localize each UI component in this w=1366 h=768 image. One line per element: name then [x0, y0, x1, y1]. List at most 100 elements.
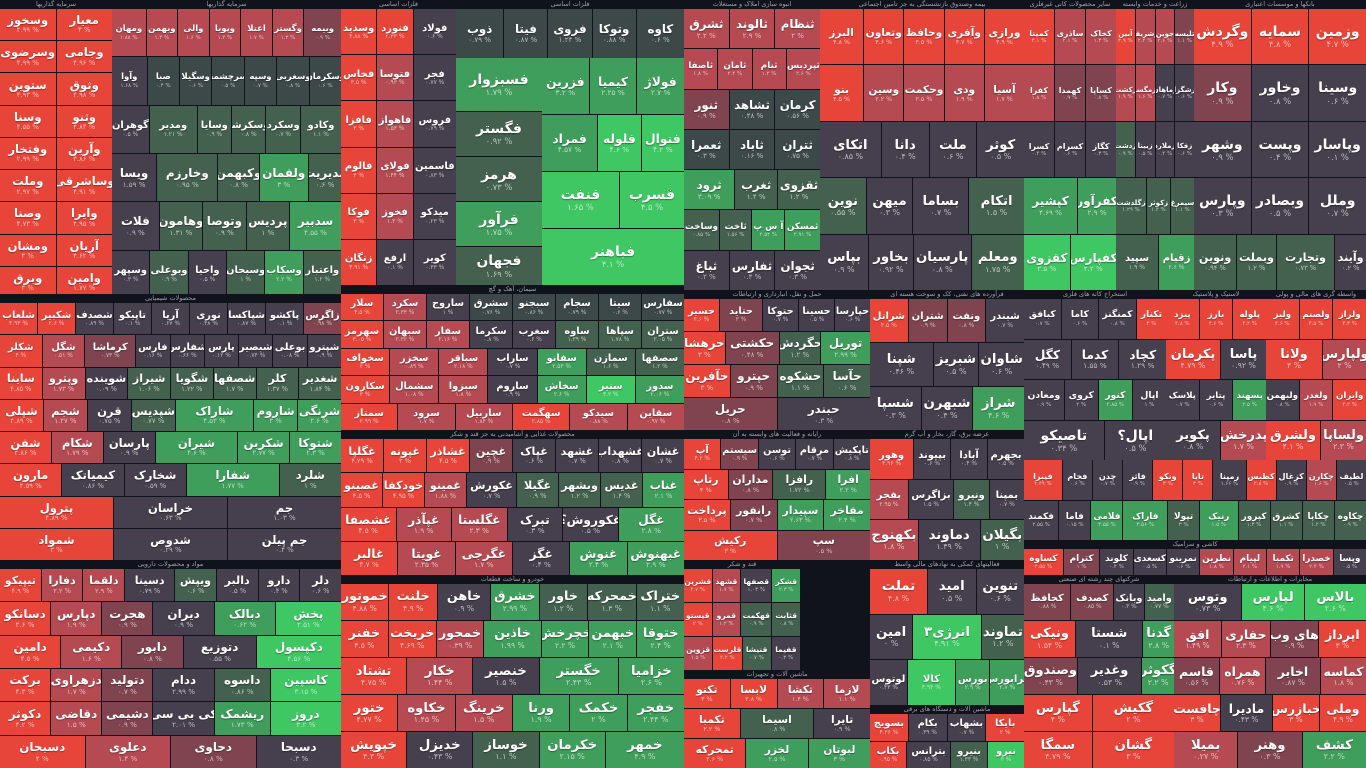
stock-tile[interactable]: غشصفا ۴.۵ %: [341, 507, 396, 541]
stock-tile[interactable]: بمیلا ۰.۲۷ %: [1174, 732, 1238, 768]
stock-tile[interactable]: دسانکو ۴.۶ %: [0, 602, 51, 635]
stock-tile[interactable]: مفاخر ۲.۴ %: [824, 500, 870, 530]
stock-tile[interactable]: قصفها ۱.۰۳ %: [741, 569, 772, 602]
stock-tile[interactable]: فخاس ۳.۵ %: [341, 55, 377, 101]
stock-tile[interactable]: غنوش ۲.۴ %: [570, 541, 627, 575]
stock-tile[interactable]: فاثر ۰.۹ %: [1123, 460, 1153, 500]
stock-tile[interactable]: نطرین ۱.۸ %: [1200, 549, 1233, 575]
stock-tile[interactable]: فلامی ۳.۵۵ %: [1091, 500, 1123, 540]
stock-tile[interactable]: شسپا ۰.۳ %: [870, 387, 921, 430]
stock-tile[interactable]: حشکوه ۱.۱ %: [777, 365, 824, 397]
stock-tile[interactable]: شکربن ۲.۷۷ %: [238, 432, 290, 464]
stock-tile[interactable]: قمرو ۱.۲ %: [712, 603, 741, 636]
stock-tile[interactable]: وسنا ۴.۵۵ %: [0, 105, 56, 137]
stock-tile[interactable]: زبینا ۰.۵ %: [1135, 121, 1155, 178]
stock-tile[interactable]: بوعلی ۰.۰۸ %: [273, 335, 307, 367]
stock-tile[interactable]: مدیریت۰.۶ %: [308, 153, 341, 202]
stock-tile[interactable]: کحافظ ۰.۸۸ %: [1024, 584, 1071, 620]
stock-tile[interactable]: سمگا ۴.۷۹ %: [1024, 732, 1092, 768]
stock-tile[interactable]: والی ۱.۶ %: [178, 9, 209, 57]
stock-tile[interactable]: وآوا ۱.۶۸ %: [112, 57, 147, 105]
stock-tile[interactable]: ولپارس ۲ %: [1322, 339, 1366, 379]
stock-tile[interactable]: کمینا ۳.۱ %: [1024, 9, 1054, 65]
stock-tile[interactable]: انرژی۳ ۴.۹۱ %: [913, 614, 981, 660]
stock-tile[interactable]: بارز ۴.۶ %: [1199, 299, 1233, 339]
stock-tile[interactable]: ددام ۲.۹۹ %: [153, 668, 214, 702]
stock-tile[interactable]: زگلدشت ۱.۲۹ %: [1116, 178, 1146, 234]
stock-tile[interactable]: سبجنو ۰.۸۶ %: [513, 294, 555, 321]
stock-tile[interactable]: سیتا ۰.۶ %: [599, 294, 641, 321]
stock-tile[interactable]: بشهاب ۰.۷ %: [947, 714, 986, 741]
stock-tile[interactable]: رتاپ ۴ %: [684, 469, 728, 499]
stock-tile[interactable]: دکوثر ۴.۲ %: [0, 702, 51, 735]
stock-tile[interactable]: خاذین ۱.۹۹ %: [484, 621, 541, 657]
stock-tile[interactable]: کچاد ۱.۲۹ %: [1119, 339, 1166, 379]
stock-tile[interactable]: تاپیکو ۰.۱ %: [114, 303, 151, 335]
stock-tile[interactable]: زنگان ۴.۹۱ %: [341, 239, 377, 285]
stock-tile[interactable]: ومعلم ۱.۷۵ %: [971, 234, 1024, 290]
stock-tile[interactable]: رکیش ۳ %: [684, 530, 777, 560]
stock-tile[interactable]: وکادو ۱.۱ %: [300, 105, 341, 153]
stock-tile[interactable]: فسبزوار ۱.۷۹ %: [456, 58, 542, 111]
stock-tile[interactable]: رافزا ۱.۷۲ %: [773, 469, 826, 499]
stock-tile[interactable]: ولبهمن ۰.۸ %: [1266, 380, 1299, 420]
stock-tile[interactable]: لپارس ۴.۶ %: [1242, 584, 1304, 620]
stock-tile[interactable]: هرمز ۰.۷۳ %: [456, 157, 542, 202]
stock-tile[interactable]: خنصیر ۱.۵ %: [473, 658, 539, 694]
stock-tile[interactable]: غمینو ۱.۸۸ %: [424, 473, 466, 507]
stock-tile[interactable]: سشرق ۰.۷۶ %: [470, 294, 512, 321]
stock-tile[interactable]: چدن ۰.۷ %: [1092, 460, 1123, 500]
stock-tile[interactable]: وهامون ۱.۳۱ %: [159, 202, 203, 250]
stock-tile[interactable]: فیبرا ۴.۴۹ %: [1024, 460, 1062, 500]
stock-tile[interactable]: بفجر ۲.۹۵ %: [870, 479, 908, 520]
stock-tile[interactable]: شتوکا ۲.۳ %: [290, 432, 341, 464]
stock-tile[interactable]: کساپا ۰.۸ %: [1086, 65, 1116, 121]
stock-tile[interactable]: تایرا ۰.۹ %: [814, 709, 870, 738]
stock-tile[interactable]: دالبر ۰.۵ %: [216, 569, 258, 602]
stock-tile[interactable]: شفن ۴.۸۶ %: [0, 432, 51, 464]
stock-tile[interactable]: غگیلا ۰.۹ %: [517, 473, 559, 507]
stock-tile[interactable]: پیزد ۴.۸ %: [1166, 299, 1199, 339]
stock-tile[interactable]: سصفها ۱.۲ %: [635, 348, 684, 376]
stock-tile[interactable]: ساروج ۱ %: [427, 294, 469, 321]
stock-tile[interactable]: اپال؟ ۰.۵ %: [1104, 420, 1166, 460]
stock-tile[interactable]: تلیسه ۱.۱ %: [1175, 9, 1194, 65]
stock-tile[interactable]: نوری ۰.۴۸ %: [190, 303, 227, 335]
stock-tile[interactable]: فجام ۰.۶ %: [1062, 460, 1092, 500]
stock-tile[interactable]: دکیمی ۱.۶ %: [61, 635, 122, 668]
stock-tile[interactable]: پخش ۲.۵۱ %: [275, 602, 341, 635]
stock-tile[interactable]: کماسه ۱.۸ %: [1321, 658, 1366, 694]
stock-tile[interactable]: سپید ۱.۹ %: [1116, 234, 1158, 290]
stock-tile[interactable]: دسینا ۰.۷۹ %: [125, 569, 175, 602]
stock-tile[interactable]: ونفت ۰.۸ %: [947, 299, 986, 342]
stock-tile[interactable]: واحیا ۰.۵ %: [188, 250, 226, 298]
stock-tile[interactable]: گکوثر۲.۲ %: [1142, 658, 1174, 694]
stock-tile[interactable]: شخارک ۰.۵۹ %: [124, 464, 186, 496]
stock-tile[interactable]: سفانو ۲.۵۳ %: [537, 348, 586, 376]
stock-tile[interactable]: ومدیر ۱.۲۱ %: [149, 105, 197, 153]
stock-tile[interactable]: وسکرمان۰.۶ %: [309, 57, 341, 105]
stock-tile[interactable]: کاوه ۰.۶ %: [636, 9, 684, 58]
stock-tile[interactable]: وسدید ۴.۸۸ %: [341, 9, 377, 55]
stock-tile[interactable]: قلرست ۲.۲ %: [713, 637, 742, 670]
stock-tile[interactable]: ثنور ۰.۹ %: [684, 89, 729, 129]
stock-tile[interactable]: کوثر ۰.۵ %: [977, 121, 1024, 178]
stock-tile[interactable]: زاگرس ۰.۹۸ %: [304, 303, 341, 335]
stock-tile[interactable]: بنو ۴.۵ %: [820, 65, 864, 121]
stock-tile[interactable]: فجر ۰.۷۷ %: [413, 55, 456, 101]
stock-tile[interactable]: خاهن ۰.۹ %: [437, 584, 491, 620]
stock-tile[interactable]: وزمین ۴.۷ %: [1309, 9, 1366, 65]
stock-tile[interactable]: گشان ۳ %: [1092, 732, 1174, 768]
stock-tile[interactable]: سمتاز ۲.۹۹ %: [341, 403, 398, 430]
stock-tile[interactable]: شراز ۴.۶ %: [973, 387, 1024, 430]
stock-tile[interactable]: وسگیلا ۰.۶ %: [179, 57, 212, 105]
stock-tile[interactable]: ثرود ۳.۰۹ %: [684, 170, 735, 210]
stock-tile[interactable]: وفتخار ۲.۹۹ %: [0, 137, 56, 170]
stock-tile[interactable]: شوینده ۰.۰۹ %: [85, 367, 128, 399]
stock-tile[interactable]: سخواف ۳ %: [341, 348, 390, 376]
stock-tile[interactable]: شبندر ۰.۷ %: [986, 299, 1024, 342]
stock-tile[interactable]: سمایه ۴.۸ %: [1251, 9, 1309, 65]
stock-tile[interactable]: کترام ۱ %: [1063, 549, 1100, 575]
stock-tile[interactable]: سنیر ۴.۲ %: [586, 376, 635, 403]
stock-tile[interactable]: غگل ۲.۸ %: [618, 507, 684, 541]
